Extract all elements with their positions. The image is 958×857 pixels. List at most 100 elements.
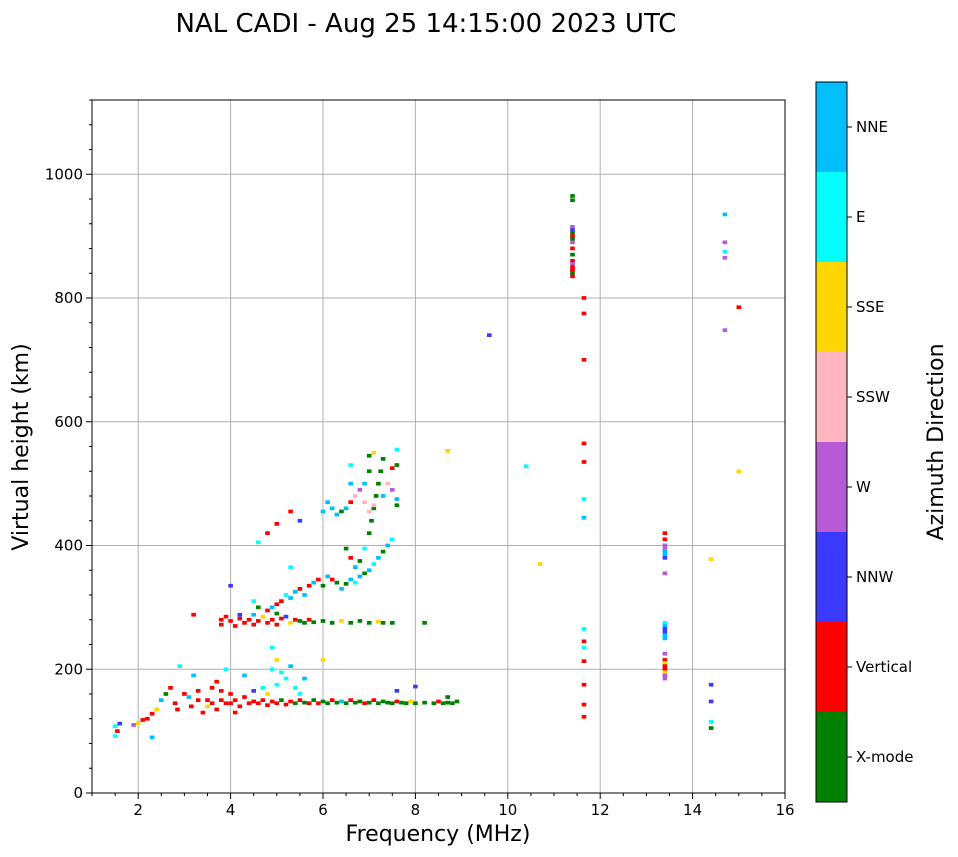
echo-point bbox=[274, 622, 280, 627]
echo-point bbox=[581, 645, 587, 650]
echo-point bbox=[145, 716, 150, 721]
echo-point bbox=[195, 689, 201, 693]
echo-point bbox=[306, 583, 312, 588]
echo-point bbox=[205, 704, 210, 709]
echo-point bbox=[279, 616, 284, 621]
echo-point bbox=[186, 695, 192, 699]
echo-point bbox=[117, 721, 122, 726]
colorbar-segment bbox=[816, 532, 847, 622]
echo-point bbox=[371, 562, 377, 566]
x-tick-label: 12 bbox=[591, 801, 610, 819]
colorbar-segment bbox=[816, 172, 847, 262]
echo-point bbox=[334, 512, 340, 517]
echo-point bbox=[366, 453, 372, 458]
x-tick-label: 16 bbox=[775, 801, 794, 819]
echo-point bbox=[297, 587, 303, 591]
echo-point bbox=[320, 509, 326, 514]
echo-point bbox=[394, 699, 400, 704]
echo-point bbox=[445, 695, 450, 699]
echo-point bbox=[366, 568, 372, 573]
echo-point bbox=[581, 441, 587, 446]
echo-point bbox=[200, 710, 206, 715]
echo-point bbox=[390, 621, 395, 625]
echo-point bbox=[302, 621, 307, 625]
echo-point bbox=[256, 605, 261, 610]
echo-point bbox=[306, 701, 312, 706]
echo-point bbox=[288, 699, 293, 704]
echo-point bbox=[329, 506, 335, 511]
echo-point bbox=[283, 676, 289, 681]
echo-point bbox=[570, 240, 575, 245]
echo-point bbox=[343, 506, 349, 511]
colorbar-category-label: W bbox=[856, 478, 871, 496]
echo-point bbox=[581, 627, 587, 631]
echo-point bbox=[283, 593, 289, 597]
echo-point bbox=[343, 582, 349, 586]
echo-point bbox=[376, 481, 381, 486]
echo-point bbox=[371, 450, 377, 455]
echo-point bbox=[232, 698, 238, 702]
echo-point bbox=[348, 481, 353, 486]
echo-point bbox=[722, 240, 728, 245]
y-tick-label: 0 bbox=[73, 784, 83, 802]
echo-point bbox=[722, 249, 728, 254]
echo-point bbox=[269, 617, 275, 622]
echo-point bbox=[163, 692, 169, 696]
echo-point bbox=[353, 700, 358, 705]
echo-point bbox=[362, 571, 367, 576]
echo-point bbox=[149, 711, 155, 716]
echo-point bbox=[348, 463, 353, 467]
echo-point bbox=[339, 509, 344, 514]
echo-point bbox=[662, 673, 668, 678]
echo-point bbox=[537, 562, 543, 566]
echo-point bbox=[357, 488, 363, 492]
echo-point bbox=[214, 707, 219, 712]
echo-point bbox=[256, 701, 261, 706]
echo-point bbox=[357, 559, 363, 563]
echo-point bbox=[209, 701, 215, 706]
echo-point bbox=[288, 664, 293, 668]
echo-point bbox=[662, 546, 668, 551]
echo-point bbox=[246, 701, 252, 706]
echo-point bbox=[570, 237, 575, 242]
echo-point bbox=[279, 698, 284, 702]
echo-point bbox=[366, 700, 372, 705]
echo-point bbox=[385, 700, 390, 705]
echo-point bbox=[274, 602, 280, 607]
echo-point bbox=[232, 710, 238, 715]
colorbar-category-label: SSE bbox=[856, 298, 885, 316]
echo-point bbox=[722, 328, 728, 332]
echo-point bbox=[570, 225, 575, 229]
echo-point bbox=[581, 515, 587, 520]
echo-point bbox=[320, 619, 326, 623]
echo-point bbox=[131, 723, 136, 727]
echo-point bbox=[232, 624, 238, 628]
echo-point bbox=[570, 265, 575, 269]
echo-point bbox=[297, 619, 303, 623]
echo-point bbox=[288, 509, 293, 514]
echo-point bbox=[219, 698, 224, 702]
echo-point bbox=[662, 549, 668, 554]
echo-point bbox=[662, 537, 668, 542]
echo-point bbox=[223, 701, 229, 706]
echo-point bbox=[154, 707, 159, 712]
echo-point bbox=[279, 599, 284, 603]
echo-point bbox=[172, 701, 178, 706]
echo-point bbox=[302, 593, 307, 597]
echo-point bbox=[279, 670, 284, 675]
echo-point bbox=[581, 296, 587, 300]
echo-point bbox=[265, 692, 270, 696]
echo-point bbox=[265, 608, 270, 613]
echo-point bbox=[191, 673, 196, 678]
echo-point bbox=[182, 692, 187, 696]
echo-point bbox=[177, 664, 183, 668]
colorbar-label: Azimuth Direction bbox=[924, 343, 949, 540]
echo-point bbox=[454, 699, 460, 704]
echo-point bbox=[394, 497, 400, 501]
echo-point bbox=[373, 494, 379, 498]
echo-point bbox=[662, 552, 668, 557]
echo-point bbox=[135, 721, 141, 725]
echo-point bbox=[380, 457, 386, 461]
colorbar-segment bbox=[816, 622, 847, 712]
echo-point bbox=[570, 274, 575, 279]
